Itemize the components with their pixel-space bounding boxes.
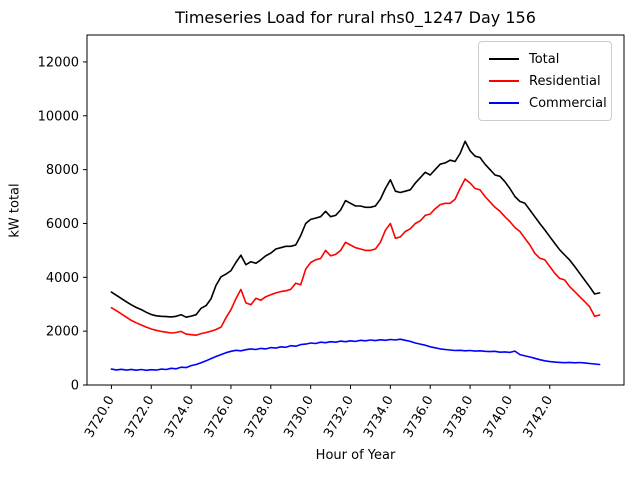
legend-swatch-commercial [489,102,519,104]
legend-swatch-total [489,58,519,60]
x-tick-label: 3726.0 [202,394,238,441]
chart-title: Timeseries Load for rural rhs0_1247 Day … [175,8,536,27]
y-tick-label: 8000 [46,163,79,178]
y-tick-label: 12000 [38,55,79,70]
legend-item-commercial: Commercial [489,92,611,114]
x-tick-label: 3724.0 [162,394,198,441]
legend-label-total: Total [529,51,560,67]
x-tick-label: 3730.0 [281,394,317,441]
series-line-commercial [110,338,601,372]
x-tick-label: 3722.0 [122,394,158,441]
legend-label-commercial: Commercial [529,95,607,111]
x-tick-label: 3720.0 [82,394,118,441]
x-tick-label: 3732.0 [321,394,357,441]
y-tick-label: 6000 [46,217,79,232]
legend-item-residential: Residential [489,70,611,92]
x-tick-label: 3736.0 [401,394,437,441]
y-tick-label: 2000 [46,325,79,340]
y-tick-label: 10000 [38,109,79,124]
legend: Total Residential Commercial [478,41,612,121]
series-line-residential [110,178,601,337]
series-line-total [110,140,601,319]
x-tick-label: 3742.0 [521,394,557,441]
x-tick-label: 3740.0 [481,394,517,441]
legend-item-total: Total [489,48,611,70]
y-tick-label: 0 [71,379,79,394]
x-tick-label: 3728.0 [242,394,278,441]
x-tick-label: 3738.0 [441,393,477,440]
x-tick-label: 3734.0 [361,394,397,441]
axes-frame [86,34,625,386]
x-axis-label: Hour of Year [315,448,396,463]
legend-label-residential: Residential [529,73,601,89]
y-axis-label: kW total [7,183,23,238]
legend-swatch-residential [489,80,519,82]
y-tick-label: 4000 [46,271,79,286]
